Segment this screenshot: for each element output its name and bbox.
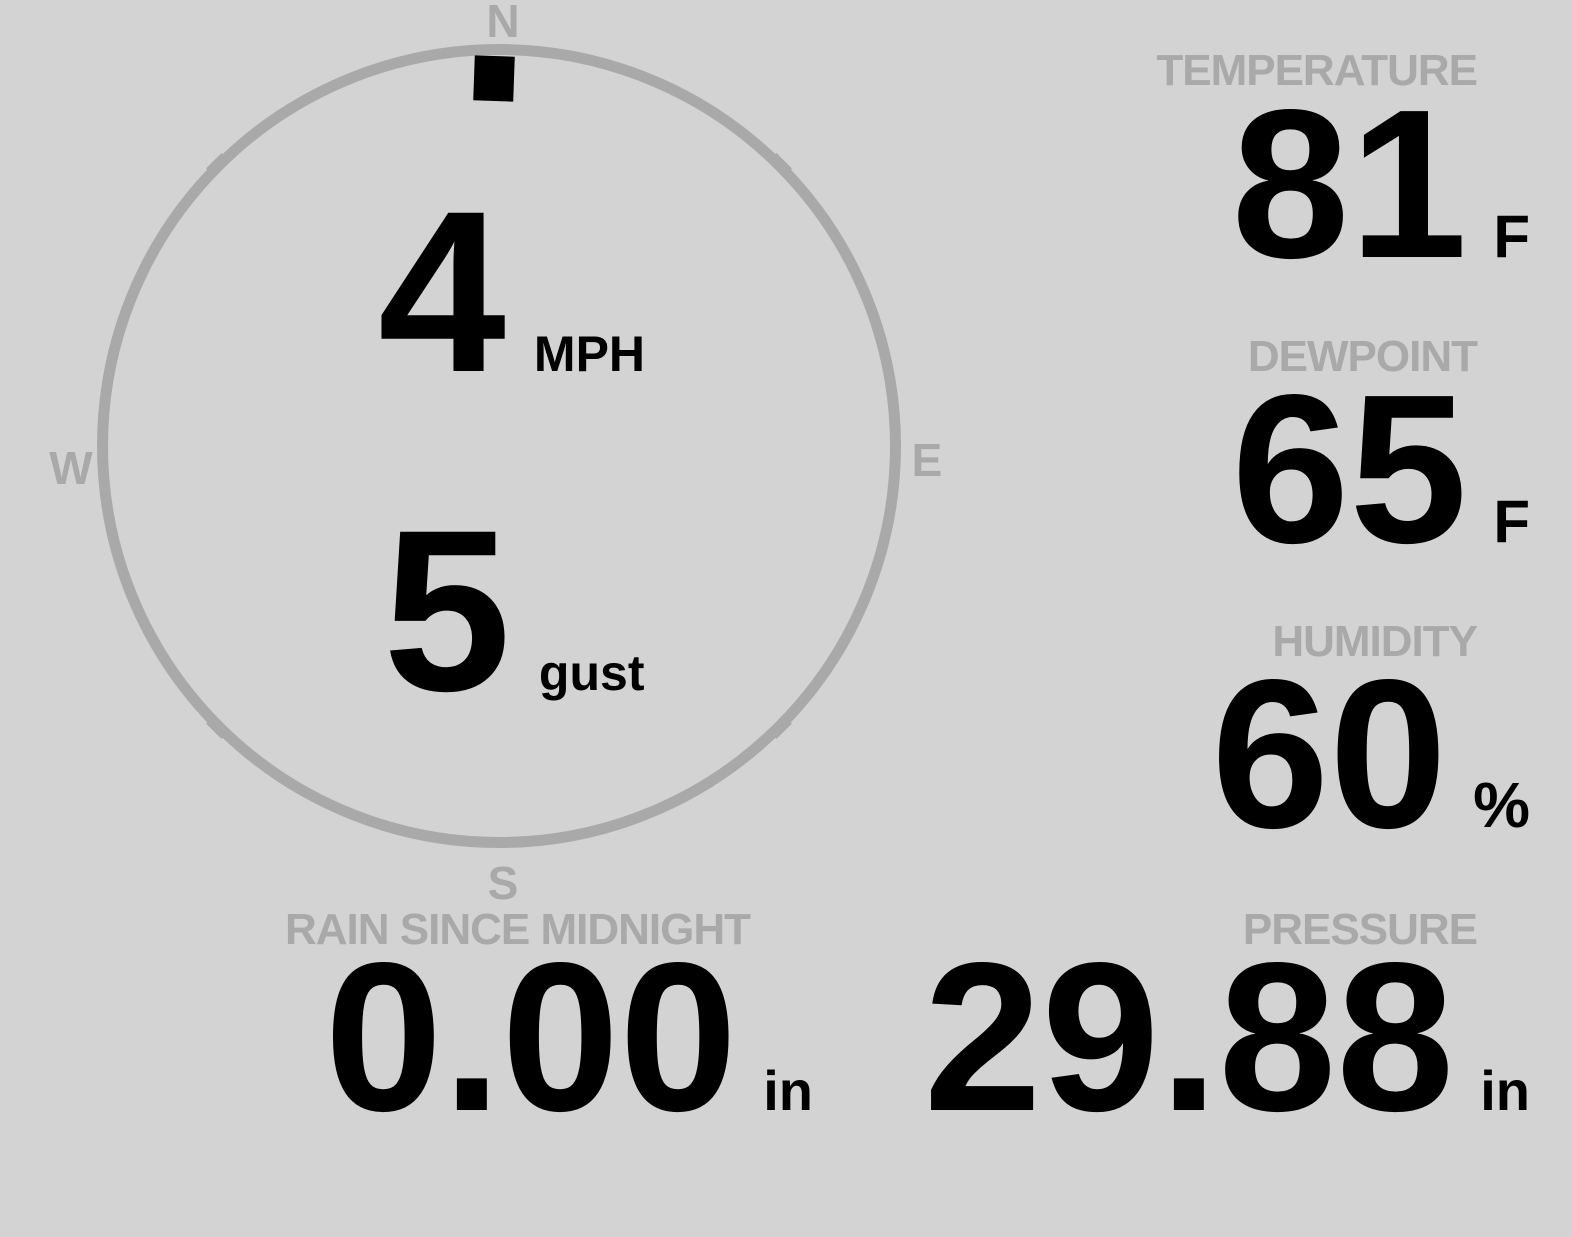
wind-speed-readout: 4 MPH [378, 177, 645, 407]
humidity-unit: % [1473, 769, 1530, 841]
humidity-value: 60 [1211, 635, 1448, 872]
cardinal-label-west: W [49, 442, 93, 494]
wind-speed-unit: MPH [533, 326, 646, 382]
wind-speed-value: 4 [378, 163, 506, 420]
temperature-unit: F [1493, 203, 1530, 270]
rain-label: RAIN SINCE MIDNIGHT [285, 905, 751, 954]
pressure-label: PRESSURE [1242, 905, 1478, 954]
cardinal-label-north: N [486, 0, 520, 47]
humidity-readout: 60 % [1211, 648, 1530, 860]
wind-gust-readout: 5 gust [383, 496, 644, 726]
rain-unit: in [763, 1059, 813, 1122]
temperature-label: TEMPERATURE [1156, 46, 1478, 95]
rain-readout: 0.00 in [325, 931, 813, 1143]
cardinal-label-south: S [487, 857, 519, 909]
cardinal-label-east: E [911, 434, 943, 486]
pressure-value: 29.88 [923, 918, 1455, 1155]
dewpoint-unit: F [1493, 488, 1530, 555]
dewpoint-value: 65 [1231, 350, 1468, 587]
wind-gust-value: 5 [383, 482, 511, 739]
rain-value: 0.00 [324, 918, 738, 1155]
wind-direction-marker [473, 55, 515, 102]
dewpoint-readout: 65 F [1232, 363, 1530, 575]
pressure-unit: in [1480, 1059, 1530, 1122]
pressure-readout: 29.88 in [924, 931, 1530, 1143]
dewpoint-label: DEWPOINT [1247, 332, 1478, 381]
humidity-label: HUMIDITY [1272, 617, 1478, 666]
wind-gust-unit: gust [538, 645, 645, 701]
temperature-readout: 81 F [1232, 78, 1530, 290]
compass-ring [97, 44, 901, 848]
temperature-value: 81 [1231, 65, 1468, 302]
